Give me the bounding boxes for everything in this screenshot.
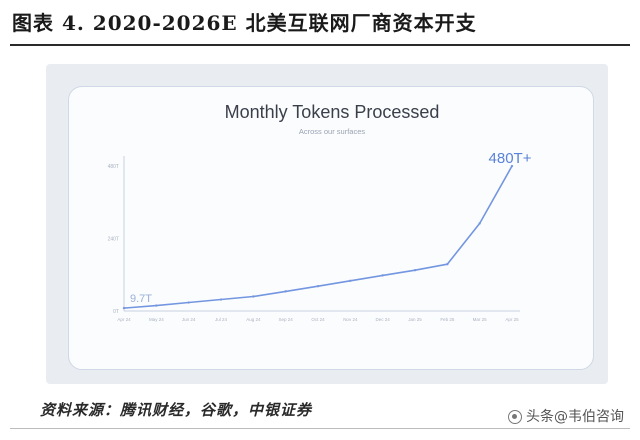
x-tick-label: Aug 24: [246, 317, 261, 322]
x-tick-label: Mar 25: [473, 317, 488, 322]
y-tick-label: 480T: [108, 164, 119, 170]
figure-title: 图表 4. 2020-2026E 北美互联网厂商资本开支: [12, 11, 477, 35]
x-tick-label: Jan 25: [408, 317, 422, 322]
end-value-label: 480T+: [489, 150, 532, 167]
data-point: [478, 222, 481, 225]
x-tick-label: Sep 24: [279, 317, 294, 322]
x-tick-label: Apr 24: [117, 317, 131, 322]
chart-card: [68, 86, 594, 370]
data-point: [413, 269, 417, 272]
source-note: 资料来源：腾讯财经，谷歌，中银证券: [40, 401, 313, 419]
y-tick-label: 240T: [108, 237, 119, 243]
x-tick-labels: Apr 24 May 24 Jun 24 Jul 24 Aug 24 Sep 24 Oct …: [117, 317, 519, 322]
x-tick-label: Oct 24: [311, 317, 325, 322]
top-divider: [10, 44, 630, 46]
watermark: 头条@韦伯咨询: [508, 406, 624, 428]
data-point: [510, 164, 514, 168]
y-tick-label: 0T: [113, 309, 119, 315]
x-tick-label: Jun 24: [182, 317, 196, 322]
data-point: [381, 274, 384, 277]
annotation-group: 9.7T 480T+: [130, 150, 532, 305]
watermark-text: 头条@韦伯咨询: [526, 409, 624, 425]
data-point: [187, 301, 190, 304]
x-tick-label: Apr 25: [505, 317, 519, 322]
data-point: [122, 306, 126, 310]
x-tick-label: Nov 24: [343, 317, 358, 322]
bottom-divider: [10, 428, 630, 429]
data-point: [252, 295, 255, 298]
data-point: [316, 285, 320, 288]
watermark-logo-icon: [508, 410, 522, 424]
chart-title: Monthly Tokens Processed: [225, 102, 440, 122]
data-point: [219, 298, 223, 301]
data-point: [284, 290, 287, 293]
series-group: [122, 164, 514, 310]
x-tick-label: Jul 24: [215, 317, 228, 322]
data-point: [446, 262, 449, 266]
x-tick-label: Feb 25: [440, 317, 455, 322]
chart-subtitle: Across our surfaces: [299, 127, 366, 136]
start-value-label: 9.7T: [130, 293, 152, 305]
x-tick-label: May 24: [149, 317, 164, 322]
data-point: [155, 304, 158, 307]
data-point: [349, 279, 352, 282]
y-tick-labels: 0T 240T 480T: [108, 164, 119, 315]
x-tick-label: Dec 24: [376, 317, 391, 322]
